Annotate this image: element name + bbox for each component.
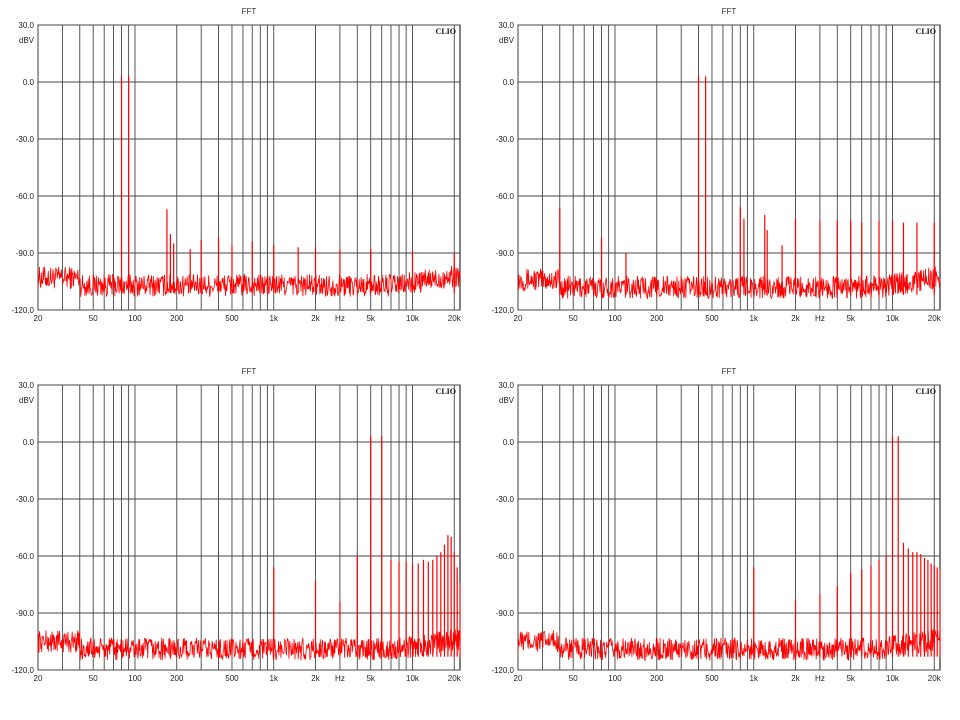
- y-axis-unit: dBV: [19, 396, 35, 405]
- x-tick-label: 2k: [791, 674, 800, 683]
- y-axis-unit: dBV: [499, 396, 515, 405]
- y-tick-label: -60.0: [16, 552, 35, 561]
- y-tick-label: -30.0: [496, 135, 515, 144]
- y-tick-label: 0.0: [503, 438, 515, 447]
- x-tick-label: 1k: [270, 674, 279, 683]
- x-tick-label: 20: [34, 314, 43, 323]
- y-tick-label: -120.0: [11, 666, 34, 675]
- chart-title: FFT: [722, 367, 737, 376]
- x-tick-label: 50: [89, 314, 98, 323]
- y-tick-label: 0.0: [23, 438, 35, 447]
- x-tick-label: 20k: [448, 314, 462, 323]
- x-tick-label: 50: [569, 314, 578, 323]
- x-tick-label: 50: [569, 674, 578, 683]
- x-tick-label: 500: [705, 314, 719, 323]
- y-tick-label: 30.0: [498, 381, 514, 390]
- y-tick-label: 30.0: [18, 21, 34, 30]
- chart-title: FFT: [242, 367, 257, 376]
- x-tick-label: 2k: [791, 314, 800, 323]
- fft-panel-4: FFT dBV CLIO 30.0 0.0 -30.0 -60.0 -90.0 -120.0 20…: [480, 360, 960, 720]
- x-tick-label: 100: [128, 314, 142, 323]
- x-tick-label: 20k: [928, 314, 942, 323]
- x-tick-label: 2k: [311, 674, 320, 683]
- y-tick-label: -120.0: [491, 306, 514, 315]
- y-tick-label: -90.0: [496, 249, 515, 258]
- clio-logo: CLIO: [916, 387, 936, 396]
- x-tick-label: Hz: [335, 314, 345, 323]
- x-tick-label: 5k: [846, 314, 855, 323]
- x-tick-label: 10k: [406, 314, 420, 323]
- x-tick-label: 1k: [750, 674, 759, 683]
- plot-area: [517, 24, 941, 311]
- fft-panel-3: FFT dBV CLIO 30.0 0.0 -30.0 -60.0 -90.0 -120.0 20…: [0, 360, 480, 720]
- x-tick-label: 500: [225, 314, 239, 323]
- noise-floor-trace: [37, 629, 461, 661]
- fft-chart-svg: FFTdBVCLIO30.00.0-30.0-60.0-90.0-120.020…: [11, 7, 462, 323]
- fft-panel-2: FFT dBV CLIO 30.0 0.0 -30.0 -60.0 -90.0 -120.0 20…: [480, 0, 960, 360]
- y-tick-label: -60.0: [16, 192, 35, 201]
- x-tick-label: 5k: [366, 314, 375, 323]
- x-tick-label: 200: [650, 674, 664, 683]
- x-tick-label: 100: [608, 314, 622, 323]
- x-tick-label: Hz: [335, 674, 345, 683]
- plot-area: [37, 384, 461, 671]
- x-tick-label: 20: [514, 674, 523, 683]
- y-tick-label: -90.0: [496, 609, 515, 618]
- y-tick-label: 30.0: [18, 381, 34, 390]
- x-tick-label: 200: [170, 314, 184, 323]
- y-tick-label: -90.0: [16, 609, 35, 618]
- x-tick-label: 200: [170, 674, 184, 683]
- x-tick-label: 10k: [886, 314, 900, 323]
- clio-logo: CLIO: [436, 27, 456, 36]
- y-tick-label: -120.0: [11, 306, 34, 315]
- y-tick-label: -30.0: [16, 135, 35, 144]
- x-tick-label: 1k: [750, 314, 759, 323]
- y-tick-label: -120.0: [491, 666, 514, 675]
- x-tick-label: 20k: [928, 674, 942, 683]
- x-tick-label: 500: [225, 674, 239, 683]
- x-tick-label: 500: [705, 674, 719, 683]
- y-tick-label: -30.0: [496, 495, 515, 504]
- fft-chart-svg: FFTdBVCLIO30.00.0-30.0-60.0-90.0-120.020…: [11, 367, 462, 683]
- plot-area: [37, 24, 461, 311]
- x-tick-label: 200: [650, 314, 664, 323]
- fft-panel-1: FFT dBV CLIO 30.0 0.0 -30.0 -60.0 -90.0 -120.0 20…: [0, 0, 480, 360]
- y-tick-label: 0.0: [503, 78, 515, 87]
- clio-logo: CLIO: [916, 27, 936, 36]
- x-tick-label: 5k: [846, 674, 855, 683]
- noise-floor-trace: [517, 266, 941, 300]
- x-tick-label: 10k: [886, 674, 900, 683]
- y-axis-unit: dBV: [499, 36, 515, 45]
- x-tick-label: 10k: [406, 674, 420, 683]
- y-tick-label: -60.0: [496, 192, 515, 201]
- x-tick-label: Hz: [815, 674, 825, 683]
- y-axis-unit: dBV: [19, 36, 35, 45]
- clio-logo: CLIO: [436, 387, 456, 396]
- chart-title: FFT: [722, 7, 737, 16]
- x-tick-label: 50: [89, 674, 98, 683]
- x-tick-label: 20k: [448, 674, 462, 683]
- fft-chart-svg: FFTdBVCLIO30.00.0-30.0-60.0-90.0-120.020…: [491, 367, 942, 683]
- x-tick-label: 5k: [366, 674, 375, 683]
- fft-chart-svg: FFTdBVCLIO30.00.0-30.0-60.0-90.0-120.020…: [491, 7, 942, 323]
- y-tick-label: 0.0: [23, 78, 35, 87]
- x-tick-label: 20: [514, 314, 523, 323]
- x-tick-label: 1k: [270, 314, 279, 323]
- y-tick-label: -60.0: [496, 552, 515, 561]
- noise-floor-trace: [37, 265, 461, 298]
- x-tick-label: 2k: [311, 314, 320, 323]
- x-tick-label: 100: [128, 674, 142, 683]
- y-tick-label: -90.0: [16, 249, 35, 258]
- y-tick-label: -30.0: [16, 495, 35, 504]
- x-tick-label: Hz: [815, 314, 825, 323]
- x-tick-label: 100: [608, 674, 622, 683]
- plot-area: [517, 384, 941, 671]
- y-tick-label: 30.0: [498, 21, 514, 30]
- noise-floor-trace: [517, 627, 941, 662]
- chart-title: FFT: [242, 7, 257, 16]
- x-tick-label: 20: [34, 674, 43, 683]
